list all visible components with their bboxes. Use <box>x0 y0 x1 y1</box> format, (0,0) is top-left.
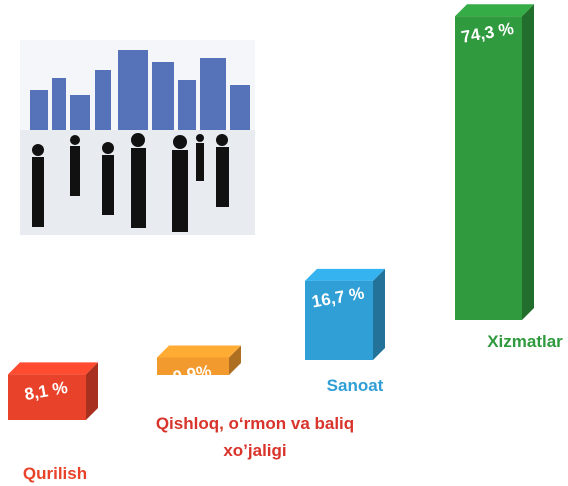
category-label: Qishloq, o‘rmon va baliq xo’jaligi <box>155 414 355 460</box>
bar <box>157 357 229 375</box>
bar-side <box>229 345 241 375</box>
bar <box>305 280 373 360</box>
bar-top <box>455 4 534 17</box>
bar-top <box>305 268 385 281</box>
bar-top <box>8 362 98 375</box>
category-label: Qurilish <box>22 464 88 483</box>
bar-side <box>522 4 534 320</box>
bar <box>455 16 522 320</box>
bar-side <box>373 268 385 360</box>
bar-top <box>157 345 241 358</box>
bar-side <box>86 362 98 420</box>
category-label: Xizmatlar <box>487 332 563 351</box>
category-label: Sanoat <box>326 376 384 395</box>
illustration <box>20 40 255 235</box>
bar <box>8 374 86 420</box>
